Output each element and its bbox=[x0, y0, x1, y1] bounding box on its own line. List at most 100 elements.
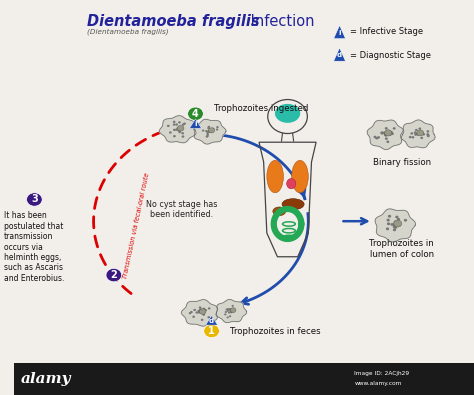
Text: = Infective Stage: = Infective Stage bbox=[350, 27, 423, 36]
Circle shape bbox=[179, 129, 182, 131]
Circle shape bbox=[209, 131, 211, 133]
Text: 3: 3 bbox=[31, 194, 38, 205]
Polygon shape bbox=[367, 120, 404, 149]
Circle shape bbox=[192, 316, 195, 318]
Ellipse shape bbox=[267, 160, 283, 193]
Circle shape bbox=[230, 310, 233, 312]
Circle shape bbox=[212, 128, 214, 130]
Circle shape bbox=[385, 137, 388, 140]
Text: Dientamoeba fragilis: Dientamoeba fragilis bbox=[87, 14, 260, 29]
Circle shape bbox=[195, 311, 198, 314]
Circle shape bbox=[386, 141, 389, 143]
Circle shape bbox=[175, 128, 178, 131]
Circle shape bbox=[178, 131, 181, 133]
Circle shape bbox=[208, 307, 210, 310]
Circle shape bbox=[414, 134, 417, 136]
Text: Trophozoites ingested: Trophozoites ingested bbox=[214, 104, 308, 113]
Circle shape bbox=[416, 133, 419, 135]
Circle shape bbox=[228, 312, 230, 314]
Circle shape bbox=[419, 128, 421, 130]
Circle shape bbox=[374, 136, 376, 138]
Circle shape bbox=[394, 224, 398, 226]
Circle shape bbox=[106, 268, 122, 282]
Circle shape bbox=[226, 308, 228, 310]
Text: 4: 4 bbox=[192, 109, 199, 119]
Polygon shape bbox=[334, 25, 346, 39]
Circle shape bbox=[393, 223, 396, 226]
Circle shape bbox=[173, 121, 175, 123]
Text: Infection: Infection bbox=[246, 14, 315, 29]
Circle shape bbox=[230, 310, 233, 312]
Text: Transmission via fecal-oral route: Transmission via fecal-oral route bbox=[122, 171, 150, 279]
Circle shape bbox=[199, 308, 202, 310]
Circle shape bbox=[396, 221, 399, 224]
Circle shape bbox=[382, 132, 384, 134]
Polygon shape bbox=[190, 119, 201, 128]
Circle shape bbox=[384, 134, 387, 136]
Text: d: d bbox=[209, 318, 214, 324]
Ellipse shape bbox=[287, 179, 296, 189]
Circle shape bbox=[209, 128, 215, 133]
Circle shape bbox=[208, 316, 210, 318]
Circle shape bbox=[411, 136, 414, 139]
Circle shape bbox=[393, 226, 396, 228]
Circle shape bbox=[229, 315, 231, 317]
Circle shape bbox=[188, 107, 203, 120]
Circle shape bbox=[229, 310, 232, 312]
Circle shape bbox=[417, 133, 420, 135]
Text: d: d bbox=[337, 52, 342, 58]
Circle shape bbox=[391, 223, 394, 226]
Circle shape bbox=[224, 313, 227, 315]
Circle shape bbox=[173, 135, 176, 137]
Circle shape bbox=[397, 218, 400, 221]
Text: i: i bbox=[194, 121, 197, 128]
Circle shape bbox=[393, 220, 397, 224]
Circle shape bbox=[395, 216, 399, 218]
Circle shape bbox=[385, 127, 388, 130]
Polygon shape bbox=[206, 316, 218, 325]
Circle shape bbox=[27, 193, 42, 206]
Circle shape bbox=[415, 133, 418, 135]
Circle shape bbox=[409, 136, 411, 138]
Circle shape bbox=[206, 132, 209, 134]
Circle shape bbox=[426, 133, 429, 135]
Circle shape bbox=[190, 311, 193, 313]
Polygon shape bbox=[334, 48, 346, 61]
Circle shape bbox=[228, 309, 230, 311]
Circle shape bbox=[199, 309, 202, 311]
Circle shape bbox=[216, 126, 219, 128]
Text: 1: 1 bbox=[208, 326, 215, 336]
Ellipse shape bbox=[282, 199, 304, 210]
Circle shape bbox=[417, 132, 420, 134]
Circle shape bbox=[204, 324, 219, 338]
Circle shape bbox=[177, 125, 184, 131]
Circle shape bbox=[229, 308, 231, 310]
Circle shape bbox=[393, 224, 396, 227]
Circle shape bbox=[381, 132, 383, 135]
Circle shape bbox=[393, 228, 396, 231]
Circle shape bbox=[230, 311, 233, 314]
Circle shape bbox=[193, 309, 196, 311]
Circle shape bbox=[387, 222, 390, 225]
Circle shape bbox=[394, 220, 402, 227]
Circle shape bbox=[208, 130, 210, 132]
Circle shape bbox=[381, 132, 383, 134]
Text: Binary fission: Binary fission bbox=[373, 158, 431, 167]
Circle shape bbox=[197, 310, 200, 312]
Circle shape bbox=[202, 308, 205, 310]
Circle shape bbox=[216, 128, 219, 131]
Circle shape bbox=[232, 305, 234, 307]
Circle shape bbox=[169, 131, 172, 134]
Circle shape bbox=[427, 130, 429, 133]
Circle shape bbox=[390, 131, 393, 134]
Circle shape bbox=[230, 308, 232, 310]
Text: alamy: alamy bbox=[21, 372, 71, 386]
Text: Trophozoites in feces: Trophozoites in feces bbox=[230, 327, 320, 336]
Circle shape bbox=[384, 130, 392, 136]
Circle shape bbox=[177, 130, 180, 132]
Text: It has been
postulated that
transmission
occurs via
helminth eggs,
such as Ascar: It has been postulated that transmission… bbox=[4, 211, 64, 283]
Ellipse shape bbox=[292, 160, 308, 193]
Polygon shape bbox=[216, 299, 246, 323]
Circle shape bbox=[205, 130, 208, 132]
Circle shape bbox=[181, 132, 184, 134]
